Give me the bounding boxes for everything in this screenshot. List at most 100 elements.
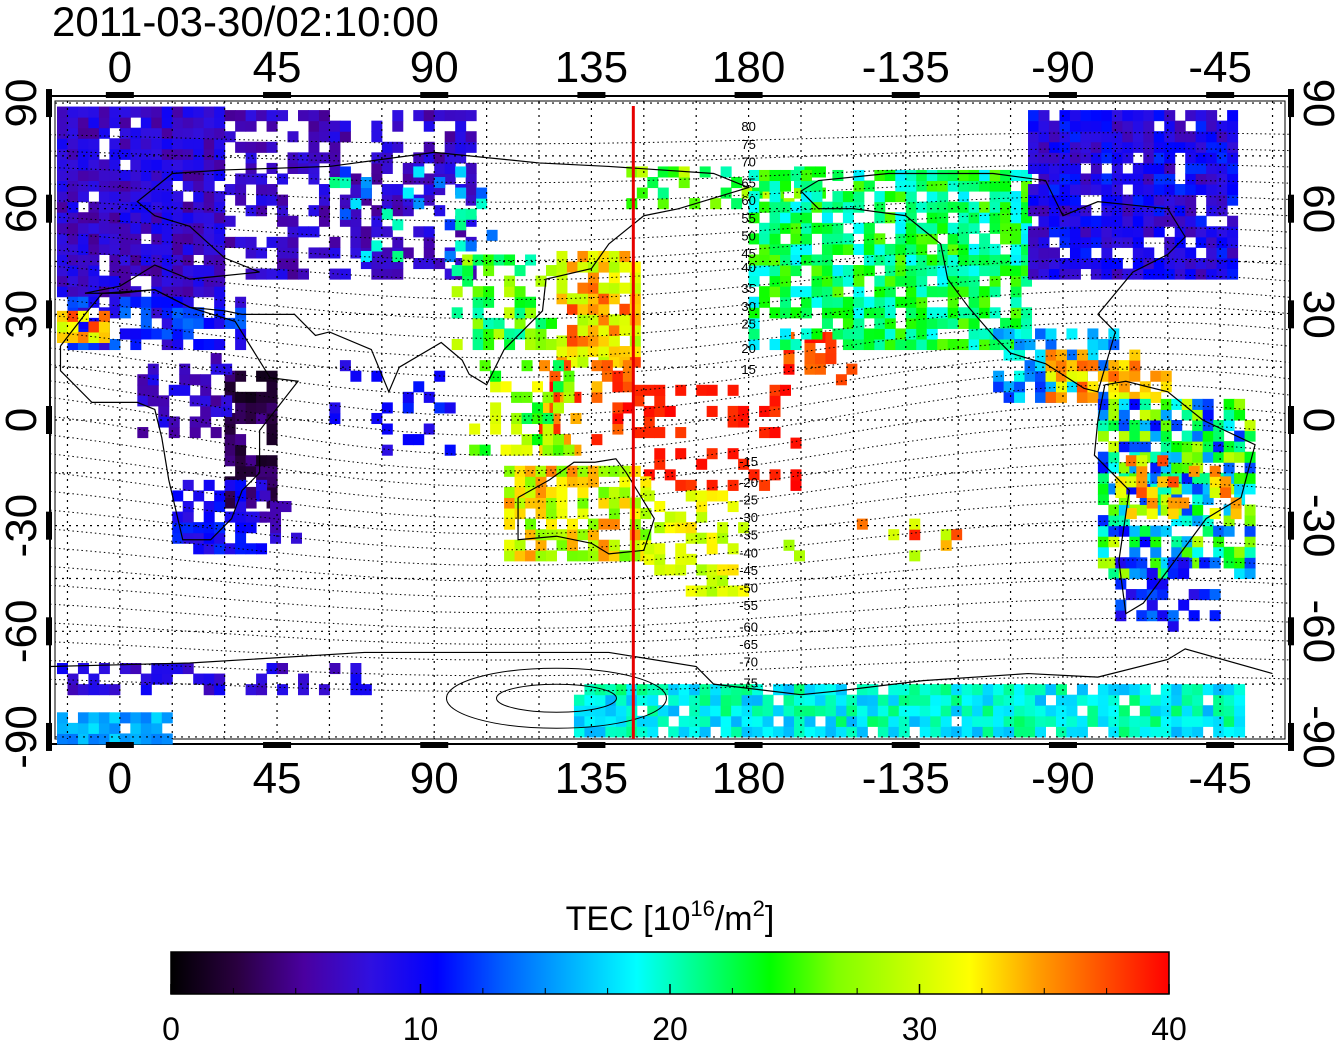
- tec-cell: [1223, 557, 1235, 569]
- tec-cell: [1129, 398, 1141, 410]
- x-tick-label-top: 0: [108, 43, 132, 92]
- tec-cell: [874, 328, 886, 340]
- tec-cell: [1028, 184, 1040, 196]
- tec-cell: [77, 296, 89, 308]
- tec-cell: [182, 328, 194, 340]
- tec-cell: [916, 296, 928, 308]
- tec-cell: [67, 148, 79, 160]
- tec-cell: [318, 205, 330, 217]
- tec-cell: [1076, 360, 1088, 372]
- tec-cell: [832, 191, 844, 203]
- tec-cell: [731, 694, 743, 706]
- tec-cell: [556, 476, 568, 488]
- tec-cell: [937, 243, 949, 255]
- tec-cell: [1010, 243, 1022, 255]
- tec-cell: [535, 317, 547, 329]
- tec-cell: [675, 564, 687, 576]
- tec-cell: [130, 663, 142, 675]
- tec-cell: [402, 187, 414, 199]
- tec-cell: [203, 265, 215, 277]
- tec-cell: [119, 222, 131, 234]
- tec-cell: [1129, 420, 1141, 432]
- tec-cell: [1216, 120, 1228, 132]
- tec-cell: [846, 363, 858, 375]
- tec-cell: [266, 423, 278, 435]
- tec-cell: [172, 663, 184, 675]
- tec-cell: [56, 233, 68, 245]
- tec-cell: [905, 307, 917, 319]
- tec-cell: [1136, 476, 1148, 488]
- tec-cell: [444, 402, 456, 414]
- tec-cell: [193, 180, 205, 192]
- contour-line: [49, 337, 1291, 398]
- tec-cell: [381, 444, 393, 456]
- tec-cell: [1014, 349, 1026, 361]
- tec-cell: [130, 138, 142, 150]
- tec-cell: [266, 370, 278, 382]
- tec-cell: [504, 497, 516, 509]
- coastline: [84, 151, 751, 394]
- tec-cell: [1157, 578, 1169, 590]
- tec-cell: [1234, 694, 1246, 706]
- tec-cell: [853, 222, 865, 234]
- tec-cell: [151, 212, 163, 224]
- tec-cell: [161, 328, 173, 340]
- tec-cell: [77, 180, 89, 192]
- tec-cell: [270, 522, 282, 534]
- tec-cell: [151, 286, 163, 298]
- tec-cell: [731, 198, 743, 210]
- tec-cell: [863, 254, 875, 266]
- tec-cell: [1055, 694, 1067, 706]
- tec-cell: [98, 222, 110, 234]
- tec-cell: [930, 694, 942, 706]
- tec-cell: [1216, 152, 1228, 164]
- tec-cell: [1234, 546, 1246, 558]
- tec-cell: [629, 335, 641, 347]
- tec-cell: [598, 539, 610, 551]
- tec-cell: [259, 490, 271, 502]
- tec-cell: [993, 715, 1005, 727]
- tec-cell: [710, 715, 722, 727]
- tec-cell: [1000, 265, 1012, 277]
- tec-cell: [56, 663, 68, 675]
- y-tick-label-right: 30: [1294, 290, 1340, 339]
- tec-cell: [56, 201, 68, 213]
- tec-cell: [1209, 589, 1221, 601]
- tec-cell: [982, 705, 994, 717]
- tec-cell: [699, 726, 711, 738]
- tec-cell: [88, 233, 100, 245]
- tec-cell: [235, 194, 247, 206]
- tec-cell: [1178, 497, 1190, 509]
- tec-cell: [566, 261, 578, 273]
- coastline: [800, 172, 1186, 393]
- tec-cell: [577, 250, 589, 263]
- tec-cell: [546, 486, 557, 498]
- tec-cell: [759, 169, 771, 182]
- tec-cell: [1108, 684, 1120, 696]
- tec-cell: [1045, 339, 1057, 351]
- tec-cell: [514, 317, 526, 329]
- tec-cell: [783, 705, 795, 717]
- tec-cell: [1195, 141, 1207, 153]
- contour-label: 60: [741, 193, 755, 208]
- tec-cell: [130, 722, 142, 734]
- tec-cell: [504, 518, 516, 530]
- tec-cell: [119, 275, 131, 287]
- tec-cell: [1021, 275, 1033, 287]
- tec-cell: [88, 722, 100, 734]
- tec-cell: [633, 395, 645, 407]
- tec-cell: [235, 444, 247, 456]
- tec-cell: [884, 339, 896, 351]
- tec-cell: [535, 339, 547, 351]
- tec-cell: [200, 384, 212, 396]
- tec-cell: [1234, 451, 1246, 463]
- tec-cell: [67, 286, 79, 298]
- tec-cell: [514, 486, 526, 498]
- tec-cell: [535, 529, 547, 541]
- tec-cell: [98, 127, 110, 139]
- tec-cell: [371, 131, 383, 143]
- tec-cell: [172, 159, 184, 171]
- tec-cell: [863, 233, 875, 245]
- tec-cell: [350, 370, 362, 382]
- tec-cell: [811, 222, 823, 234]
